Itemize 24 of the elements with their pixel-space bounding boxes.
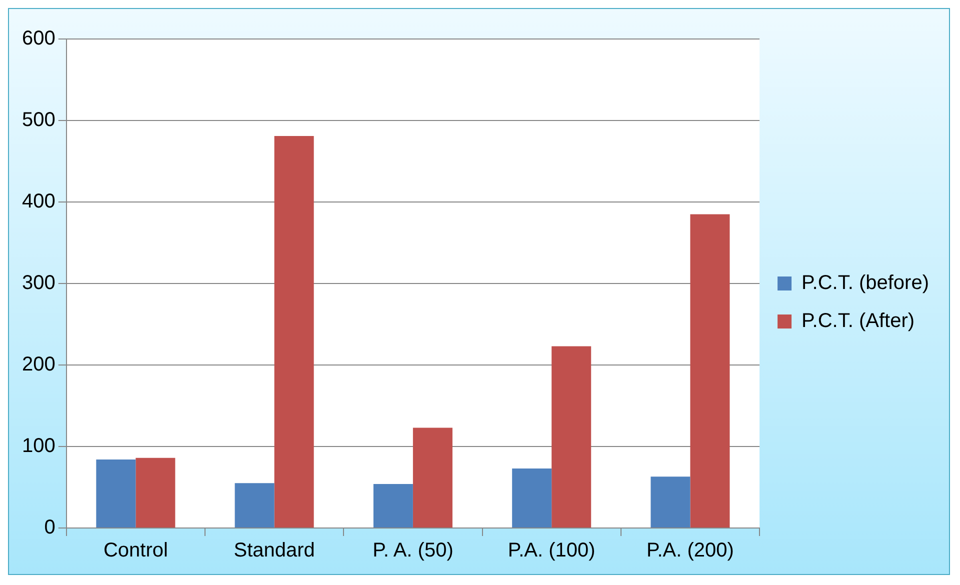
y-tick-label: 300 (22, 272, 56, 294)
y-tick-label: 600 (22, 28, 56, 50)
x-tick-label: P. A. (50) (372, 540, 454, 562)
y-tick-label: 500 (22, 109, 56, 132)
legend-label: P.C.T. (before) (802, 272, 930, 294)
bar (552, 346, 592, 528)
bar (412, 428, 452, 528)
bar (512, 468, 552, 528)
x-tick-label: Control (103, 540, 168, 562)
x-tick-label: P.A. (100) (508, 540, 596, 562)
y-tick-label: 0 (44, 516, 56, 539)
y-tick-label: 200 (22, 354, 56, 376)
bar (650, 476, 690, 528)
legend-label: P.C.T. (After) (802, 310, 915, 332)
bar (690, 214, 730, 528)
y-tick-label: 400 (22, 190, 56, 213)
bar (373, 484, 413, 528)
bar (96, 460, 136, 528)
bar (274, 136, 314, 528)
y-tick-label: 100 (22, 435, 56, 458)
bar (234, 483, 274, 528)
x-tick-label: P.A. (200) (646, 540, 734, 562)
x-tick-label: Standard (234, 540, 315, 562)
bar (136, 458, 176, 528)
